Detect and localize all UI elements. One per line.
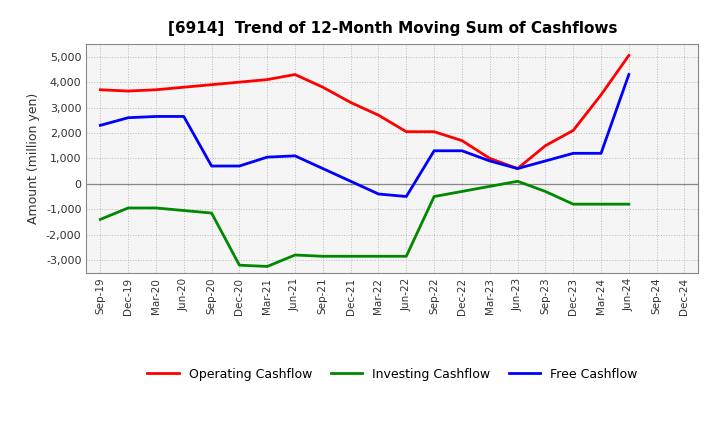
Investing Cashflow (152, 205, 161, 211)
Operating Cashflow (569, 128, 577, 133)
Operating Cashflow (96, 87, 104, 92)
Title: [6914]  Trend of 12-Month Moving Sum of Cashflows: [6914] Trend of 12-Month Moving Sum of C… (168, 21, 617, 36)
Investing Cashflow (235, 263, 243, 268)
Operating Cashflow (207, 82, 216, 87)
Free Cashflow (374, 191, 383, 197)
Free Cashflow (458, 148, 467, 154)
Investing Cashflow (569, 202, 577, 207)
Free Cashflow (513, 166, 522, 171)
Investing Cashflow (374, 253, 383, 259)
Free Cashflow (263, 154, 271, 160)
Free Cashflow (179, 114, 188, 119)
Operating Cashflow (541, 143, 550, 148)
Free Cashflow (207, 163, 216, 169)
Operating Cashflow (235, 80, 243, 85)
Free Cashflow (597, 150, 606, 156)
Free Cashflow (152, 114, 161, 119)
Investing Cashflow (346, 253, 355, 259)
Operating Cashflow (152, 87, 161, 92)
Operating Cashflow (458, 138, 467, 143)
Operating Cashflow (124, 88, 132, 94)
Operating Cashflow (485, 156, 494, 161)
Investing Cashflow (124, 205, 132, 211)
Free Cashflow (124, 115, 132, 121)
Operating Cashflow (624, 53, 633, 58)
Operating Cashflow (263, 77, 271, 82)
Free Cashflow (485, 158, 494, 164)
Investing Cashflow (291, 253, 300, 258)
Investing Cashflow (458, 189, 467, 194)
Investing Cashflow (96, 217, 104, 222)
Operating Cashflow (318, 84, 327, 90)
Operating Cashflow (291, 72, 300, 77)
Operating Cashflow (346, 100, 355, 105)
Investing Cashflow (513, 179, 522, 184)
Investing Cashflow (402, 253, 410, 259)
Investing Cashflow (207, 210, 216, 216)
Operating Cashflow (430, 129, 438, 134)
Free Cashflow (96, 123, 104, 128)
Investing Cashflow (318, 253, 327, 259)
Free Cashflow (291, 153, 300, 158)
Investing Cashflow (597, 202, 606, 207)
Line: Operating Cashflow: Operating Cashflow (100, 55, 629, 169)
Investing Cashflow (541, 189, 550, 194)
Legend: Operating Cashflow, Investing Cashflow, Free Cashflow: Operating Cashflow, Investing Cashflow, … (143, 363, 642, 385)
Investing Cashflow (179, 208, 188, 213)
Investing Cashflow (430, 194, 438, 199)
Investing Cashflow (624, 202, 633, 207)
Free Cashflow (569, 150, 577, 156)
Y-axis label: Amount (million yen): Amount (million yen) (27, 93, 40, 224)
Free Cashflow (541, 158, 550, 164)
Operating Cashflow (179, 84, 188, 90)
Free Cashflow (402, 194, 410, 199)
Free Cashflow (624, 72, 633, 77)
Operating Cashflow (513, 166, 522, 171)
Line: Free Cashflow: Free Cashflow (100, 74, 629, 197)
Free Cashflow (318, 166, 327, 171)
Line: Investing Cashflow: Investing Cashflow (100, 181, 629, 267)
Operating Cashflow (374, 113, 383, 118)
Investing Cashflow (485, 184, 494, 189)
Investing Cashflow (263, 264, 271, 269)
Operating Cashflow (402, 129, 410, 134)
Free Cashflow (235, 163, 243, 169)
Operating Cashflow (597, 92, 606, 98)
Free Cashflow (346, 179, 355, 184)
Free Cashflow (430, 148, 438, 154)
